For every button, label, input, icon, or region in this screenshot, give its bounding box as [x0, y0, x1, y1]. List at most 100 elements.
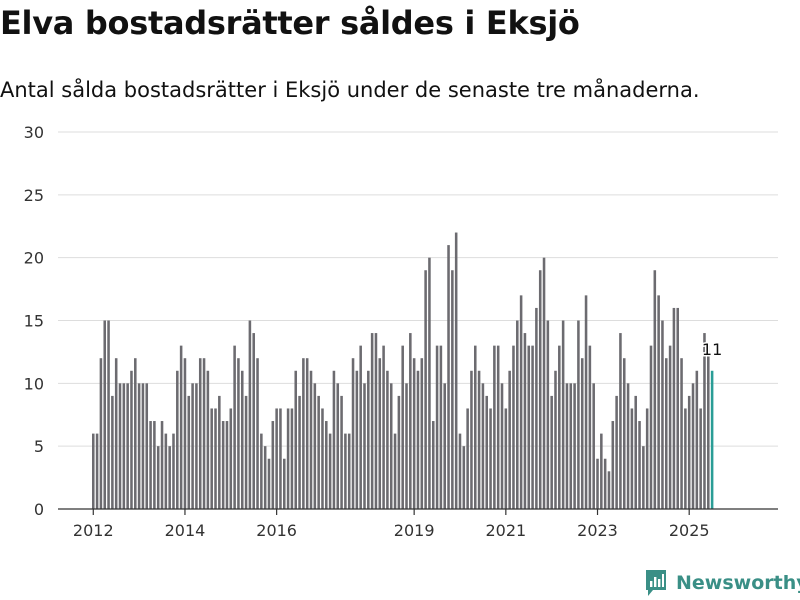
bar	[466, 408, 469, 509]
bar	[172, 433, 175, 509]
bar	[198, 358, 202, 509]
bar	[309, 370, 313, 509]
bar	[283, 458, 286, 509]
bar	[107, 320, 110, 509]
bars	[92, 232, 714, 510]
bar	[206, 370, 210, 509]
bar	[328, 433, 332, 509]
bar	[546, 320, 550, 509]
bar	[573, 383, 576, 509]
bar	[225, 421, 229, 509]
bar	[111, 395, 114, 509]
bar	[554, 370, 557, 509]
bar	[707, 345, 710, 509]
bar	[210, 408, 213, 509]
bar	[168, 446, 171, 509]
bar	[340, 395, 343, 509]
bar	[428, 257, 431, 509]
bar	[153, 421, 156, 509]
bar	[634, 395, 637, 509]
bar	[592, 383, 595, 509]
bar	[367, 370, 370, 509]
bar	[431, 421, 435, 509]
bar	[195, 383, 198, 509]
y-tick-label: 30	[24, 123, 44, 142]
bar	[615, 395, 618, 509]
bar	[638, 421, 641, 509]
bar	[672, 307, 676, 509]
bar	[214, 408, 217, 509]
bar	[176, 370, 179, 509]
newsworthy-brand[interactable]: Newsworthy	[644, 568, 800, 598]
bar	[191, 383, 194, 509]
bar	[607, 471, 611, 509]
bar	[355, 370, 359, 509]
bar	[645, 408, 649, 509]
bar	[359, 345, 362, 509]
bar	[454, 232, 458, 510]
bar	[481, 383, 485, 509]
bar	[611, 421, 615, 509]
bar	[279, 408, 282, 509]
bar	[516, 320, 519, 509]
bar-highlight	[710, 370, 714, 509]
bar	[584, 295, 588, 509]
bar	[699, 408, 702, 509]
bar	[187, 395, 191, 509]
bar	[439, 345, 443, 509]
bar	[676, 307, 680, 509]
bar	[485, 395, 489, 509]
y-tick-label: 15	[24, 312, 44, 331]
bar	[462, 446, 466, 509]
bar	[240, 370, 244, 509]
bar	[519, 295, 523, 509]
bar	[458, 433, 462, 509]
bar	[275, 408, 278, 509]
bar	[248, 320, 252, 509]
bar	[695, 370, 699, 509]
chart-title: Elva bostadsrätter såldes i Eksjö	[0, 4, 580, 42]
bar	[244, 395, 248, 509]
bar	[382, 345, 385, 509]
bar	[149, 421, 152, 509]
bar	[401, 345, 404, 509]
bar	[626, 383, 630, 509]
bar	[393, 433, 397, 509]
bar	[500, 383, 504, 509]
bar	[256, 358, 259, 509]
bar	[531, 345, 534, 509]
bar	[370, 333, 374, 509]
bar	[179, 345, 183, 509]
bar	[687, 395, 691, 509]
bar	[233, 345, 236, 509]
bar	[160, 421, 164, 509]
y-tick-label: 25	[24, 186, 44, 205]
bar	[336, 383, 340, 509]
bar	[229, 408, 233, 509]
bar	[145, 383, 149, 509]
bar	[389, 383, 393, 509]
bar	[378, 358, 382, 509]
y-axis: 0 5 10 15 20 25 30	[24, 123, 44, 519]
bar	[665, 358, 668, 509]
bar	[386, 370, 389, 509]
bar	[221, 421, 225, 509]
bar	[447, 245, 450, 509]
bar	[420, 358, 424, 509]
bar	[183, 358, 187, 509]
bar	[351, 358, 355, 509]
bar	[405, 383, 408, 509]
bar	[363, 383, 366, 509]
bar	[489, 408, 492, 509]
bar	[565, 383, 569, 509]
bar	[409, 333, 412, 509]
bar	[95, 433, 99, 509]
bar	[477, 370, 481, 509]
bar	[558, 345, 561, 509]
bar	[332, 370, 336, 509]
bar	[691, 383, 695, 509]
bar	[164, 433, 168, 509]
bar	[302, 358, 305, 509]
bar	[412, 358, 416, 509]
last-value-label: 11	[702, 340, 722, 359]
